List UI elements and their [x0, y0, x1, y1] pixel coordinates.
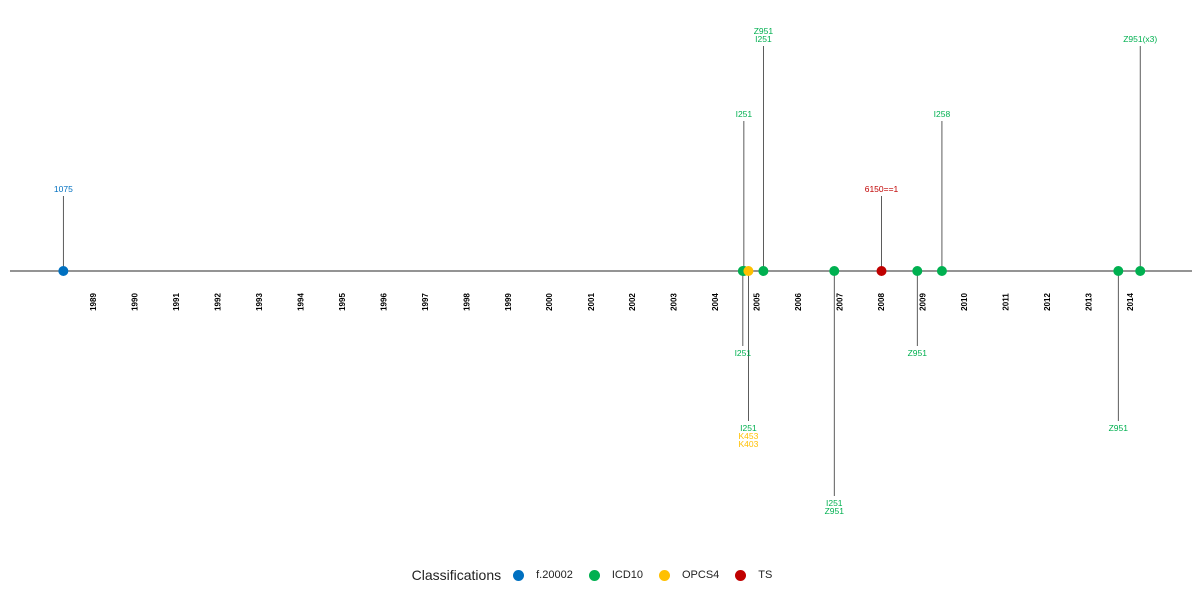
year-tick-1996: 1996 — [379, 293, 388, 311]
legend-label-f20002: f.20002 — [536, 569, 573, 581]
event-label-9-0: Z951 — [1109, 423, 1129, 433]
legend-dot-opcs4 — [659, 569, 670, 581]
legend-label-icd10: ICD10 — [611, 569, 643, 581]
event-label-2-0: I251 — [735, 348, 752, 358]
legend-entry-opcs4: OPCS4 — [659, 569, 719, 581]
event-point-0 — [58, 266, 69, 276]
legend-dot-ts — [735, 569, 747, 581]
year-tick-1993: 1993 — [255, 293, 264, 311]
year-tick-1989: 1989 — [89, 293, 98, 311]
year-tick-2005: 2005 — [753, 293, 762, 311]
event-label-3-2: K403 — [738, 439, 758, 449]
event-point-6 — [876, 266, 887, 276]
event-label-3-0: I251 — [740, 423, 757, 433]
year-tick-2014: 2014 — [1126, 293, 1135, 311]
year-tick-2001: 2001 — [587, 293, 596, 311]
event-label-4-1: I251 — [755, 34, 772, 44]
event-point-10 — [1135, 266, 1146, 276]
year-tick-1990: 1990 — [130, 293, 139, 311]
year-tick-2004: 2004 — [711, 293, 720, 311]
event-point-4 — [758, 266, 769, 276]
legend-dot-f20002 — [513, 569, 525, 581]
year-tick-2011: 2011 — [1002, 293, 1011, 311]
event-point-9 — [1113, 266, 1124, 276]
legend-entry-icd10: ICD10 — [588, 569, 643, 581]
year-tick-2000: 2000 — [545, 293, 554, 311]
event-labels: 1075I251I251I251K453K403Z951I251I251Z951… — [54, 26, 1157, 516]
year-tick-1997: 1997 — [421, 293, 430, 311]
legend-label-ts: TS — [758, 569, 773, 581]
year-tick-2012: 2012 — [1043, 293, 1052, 311]
year-tick-labels: 1989 1990 1991 1992 1993 1994 1995 1996 1997 1998… — [89, 293, 1135, 311]
event-label-6-0: 6150==1 — [865, 184, 899, 194]
event-label-3-1: K453 — [738, 431, 758, 441]
legend-entry-f20002: f.20002 — [513, 569, 573, 581]
event-stems — [62, 46, 1141, 496]
year-tick-1999: 1999 — [504, 293, 513, 311]
legend-label-opcs4: OPCS4 — [682, 569, 720, 581]
event-point-7 — [912, 266, 923, 276]
year-tick-2010: 2010 — [960, 293, 969, 311]
event-label-4-0: Z951 — [754, 26, 774, 36]
year-tick-2002: 2002 — [628, 293, 637, 311]
year-tick-2006: 2006 — [794, 293, 803, 311]
event-point-5 — [829, 266, 840, 276]
event-label-1-0: I251 — [736, 109, 753, 119]
year-tick-2008: 2008 — [877, 293, 886, 311]
event-label-7-0: Z951 — [908, 348, 928, 358]
year-tick-1994: 1994 — [296, 293, 305, 311]
year-tick-1995: 1995 — [338, 293, 347, 311]
event-points — [58, 266, 1146, 276]
year-tick-1992: 1992 — [213, 293, 222, 311]
event-point-8 — [936, 266, 947, 276]
year-tick-1998: 1998 — [462, 293, 471, 311]
event-label-8-0: I258 — [934, 109, 951, 119]
year-tick-2003: 2003 — [670, 293, 679, 311]
legend: Classifications f.20002 ICD10 OPCS4 TS — [0, 563, 1200, 587]
event-label-0-0: 1075 — [54, 184, 73, 194]
year-tick-2013: 2013 — [1085, 293, 1094, 311]
year-tick-2009: 2009 — [919, 293, 928, 311]
legend-title: Classifications — [411, 567, 502, 583]
event-label-10-0: Z951(x3) — [1123, 34, 1157, 44]
year-tick-1991: 1991 — [172, 293, 181, 311]
legend-entry-ts: TS — [735, 569, 772, 581]
event-point-3 — [743, 266, 754, 276]
event-label-5-0: I251 — [826, 498, 843, 508]
event-label-5-1: Z951 — [825, 506, 845, 516]
legend-dot-icd10 — [588, 569, 600, 581]
year-tick-2007: 2007 — [836, 293, 845, 311]
